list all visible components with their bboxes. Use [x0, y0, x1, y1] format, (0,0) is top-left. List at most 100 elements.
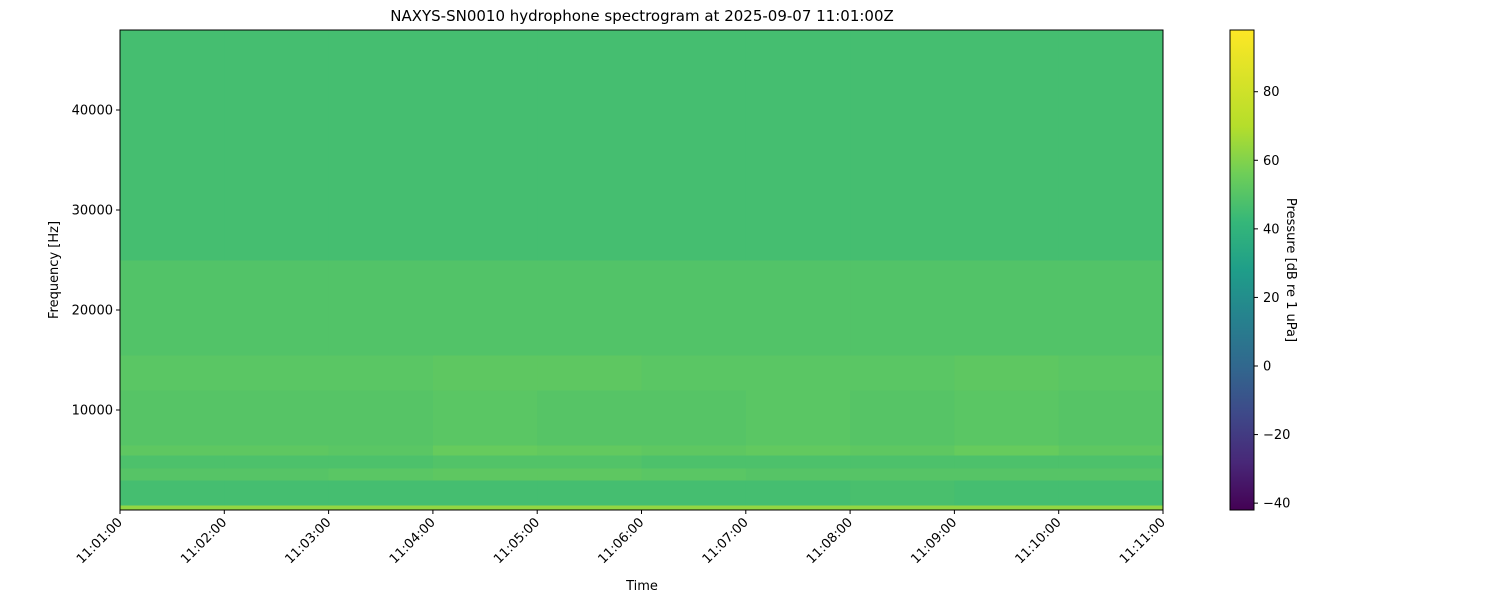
- heatmap-cell: [432, 260, 538, 356]
- heatmap-cell: [954, 480, 1060, 506]
- heatmap-cell: [328, 355, 434, 391]
- heatmap-cell: [1058, 260, 1164, 356]
- heatmap-cell: [328, 445, 434, 456]
- heatmap-cells: [120, 30, 1164, 511]
- x-tick-label: 11:01:00: [74, 515, 126, 567]
- heatmap-cell: [120, 390, 225, 446]
- heatmap-cell: [850, 480, 955, 506]
- x-tick-label: 11:09:00: [908, 515, 960, 567]
- heatmap-cell: [224, 455, 330, 469]
- heatmap-cell: [120, 260, 225, 356]
- colorbar: [1229, 29, 1255, 511]
- x-tick-label: 11:06:00: [595, 515, 647, 567]
- heatmap-cell: [537, 390, 642, 446]
- x-tick-label: 11:04:00: [387, 515, 439, 567]
- heatmap-cell: [641, 480, 747, 506]
- y-axis-label: Frequency [Hz]: [47, 221, 62, 319]
- heatmap-cell: [432, 455, 538, 469]
- heatmap-cell: [224, 445, 330, 456]
- heatmap-cell: [537, 445, 642, 456]
- heatmap-cell: [641, 355, 747, 391]
- heatmap-cell: [432, 505, 538, 511]
- heatmap-cell: [850, 505, 955, 511]
- heatmap-cell: [120, 480, 225, 506]
- colorbar-tick-label: 40: [1263, 222, 1280, 237]
- heatmap-cell: [120, 455, 225, 469]
- heatmap-cell: [537, 505, 642, 511]
- heatmap-cell: [537, 455, 642, 469]
- heatmap-cell: [745, 260, 851, 356]
- x-tick-label: 11:10:00: [1013, 515, 1065, 567]
- heatmap-cell: [745, 480, 851, 506]
- colorbar-tick-label: 0: [1263, 360, 1271, 375]
- heatmap-cell: [954, 355, 1060, 391]
- heatmap-cell: [850, 260, 955, 356]
- heatmap-cell: [641, 445, 747, 456]
- y-tick-label: 30000: [72, 204, 113, 219]
- heatmap-cell: [120, 30, 225, 261]
- heatmap-cell: [1058, 390, 1164, 446]
- colorbar-tick-label: 20: [1263, 291, 1280, 306]
- colorbar-label: Pressure [dB re 1 uPa]: [1283, 198, 1298, 342]
- heatmap-cell: [328, 390, 434, 446]
- heatmap-cell: [1058, 455, 1164, 469]
- heatmap-cell: [745, 455, 851, 469]
- heatmap-cell: [328, 505, 434, 511]
- heatmap-cell: [537, 355, 642, 391]
- heatmap-cell: [224, 30, 330, 261]
- heatmap-cell: [1058, 355, 1164, 391]
- y-tick-label: 10000: [72, 404, 113, 419]
- colorbar-tick-label: 60: [1263, 154, 1280, 169]
- y-axis: 10000 20000 30000 40000: [72, 104, 120, 419]
- heatmap-cell: [537, 468, 642, 481]
- heatmap-cell: [224, 390, 330, 446]
- heatmap-cell: [954, 390, 1060, 446]
- heatmap-cell: [120, 445, 225, 456]
- heatmap-cell: [641, 505, 747, 511]
- heatmap-cell: [641, 30, 747, 261]
- heatmap-cell: [328, 455, 434, 469]
- heatmap-cell: [954, 505, 1060, 511]
- x-tick-label: 11:05:00: [491, 515, 543, 567]
- heatmap-cell: [120, 355, 225, 391]
- x-axis: 11:01:00 11:02:00 11:03:00 11:04:00 11:05:00…: [74, 510, 1169, 567]
- x-tick-label: 11:11:00: [1117, 515, 1169, 567]
- heatmap-cell: [224, 260, 330, 356]
- heatmap-cell: [328, 468, 434, 481]
- heatmap-cell: [641, 455, 747, 469]
- heatmap-cell: [954, 30, 1060, 261]
- heatmap-cell: [954, 260, 1060, 356]
- heatmap-cell: [537, 30, 642, 261]
- heatmap-cell: [432, 390, 538, 446]
- heatmap-cell: [954, 455, 1060, 469]
- heatmap-cell: [224, 468, 330, 481]
- y-tick-label: 20000: [72, 304, 113, 319]
- heatmap-cell: [850, 390, 955, 446]
- heatmap-cell: [745, 445, 851, 456]
- x-tick-label: 11:02:00: [178, 515, 230, 567]
- chart-title: NAXYS-SN0010 hydrophone spectrogram at 2…: [390, 7, 894, 25]
- heatmap-cell: [641, 468, 747, 481]
- heatmap-cell: [120, 468, 225, 481]
- heatmap-cell: [850, 445, 955, 456]
- heatmap-cell: [120, 505, 225, 511]
- heatmap-cell: [745, 355, 851, 391]
- heatmap-cell: [1058, 505, 1164, 511]
- heatmap-cell: [328, 480, 434, 506]
- y-tick-label: 40000: [72, 104, 113, 119]
- heatmap-cell: [432, 445, 538, 456]
- x-tick-label: 11:08:00: [804, 515, 856, 567]
- colorbar-tick-label: −20: [1263, 428, 1290, 443]
- heatmap-cell: [641, 390, 747, 446]
- heatmap-cell: [850, 455, 955, 469]
- heatmap-cell: [745, 390, 851, 446]
- heatmap-cell: [328, 260, 434, 356]
- heatmap-cell: [1058, 30, 1164, 261]
- heatmap-cell: [432, 480, 538, 506]
- heatmap-cell: [745, 505, 851, 511]
- colorbar-tick-label: −40: [1263, 497, 1290, 512]
- heatmap-cell: [745, 30, 851, 261]
- heatmap-cell: [537, 480, 642, 506]
- heatmap-cell: [850, 355, 955, 391]
- colorbar-tick-label: 80: [1263, 85, 1280, 100]
